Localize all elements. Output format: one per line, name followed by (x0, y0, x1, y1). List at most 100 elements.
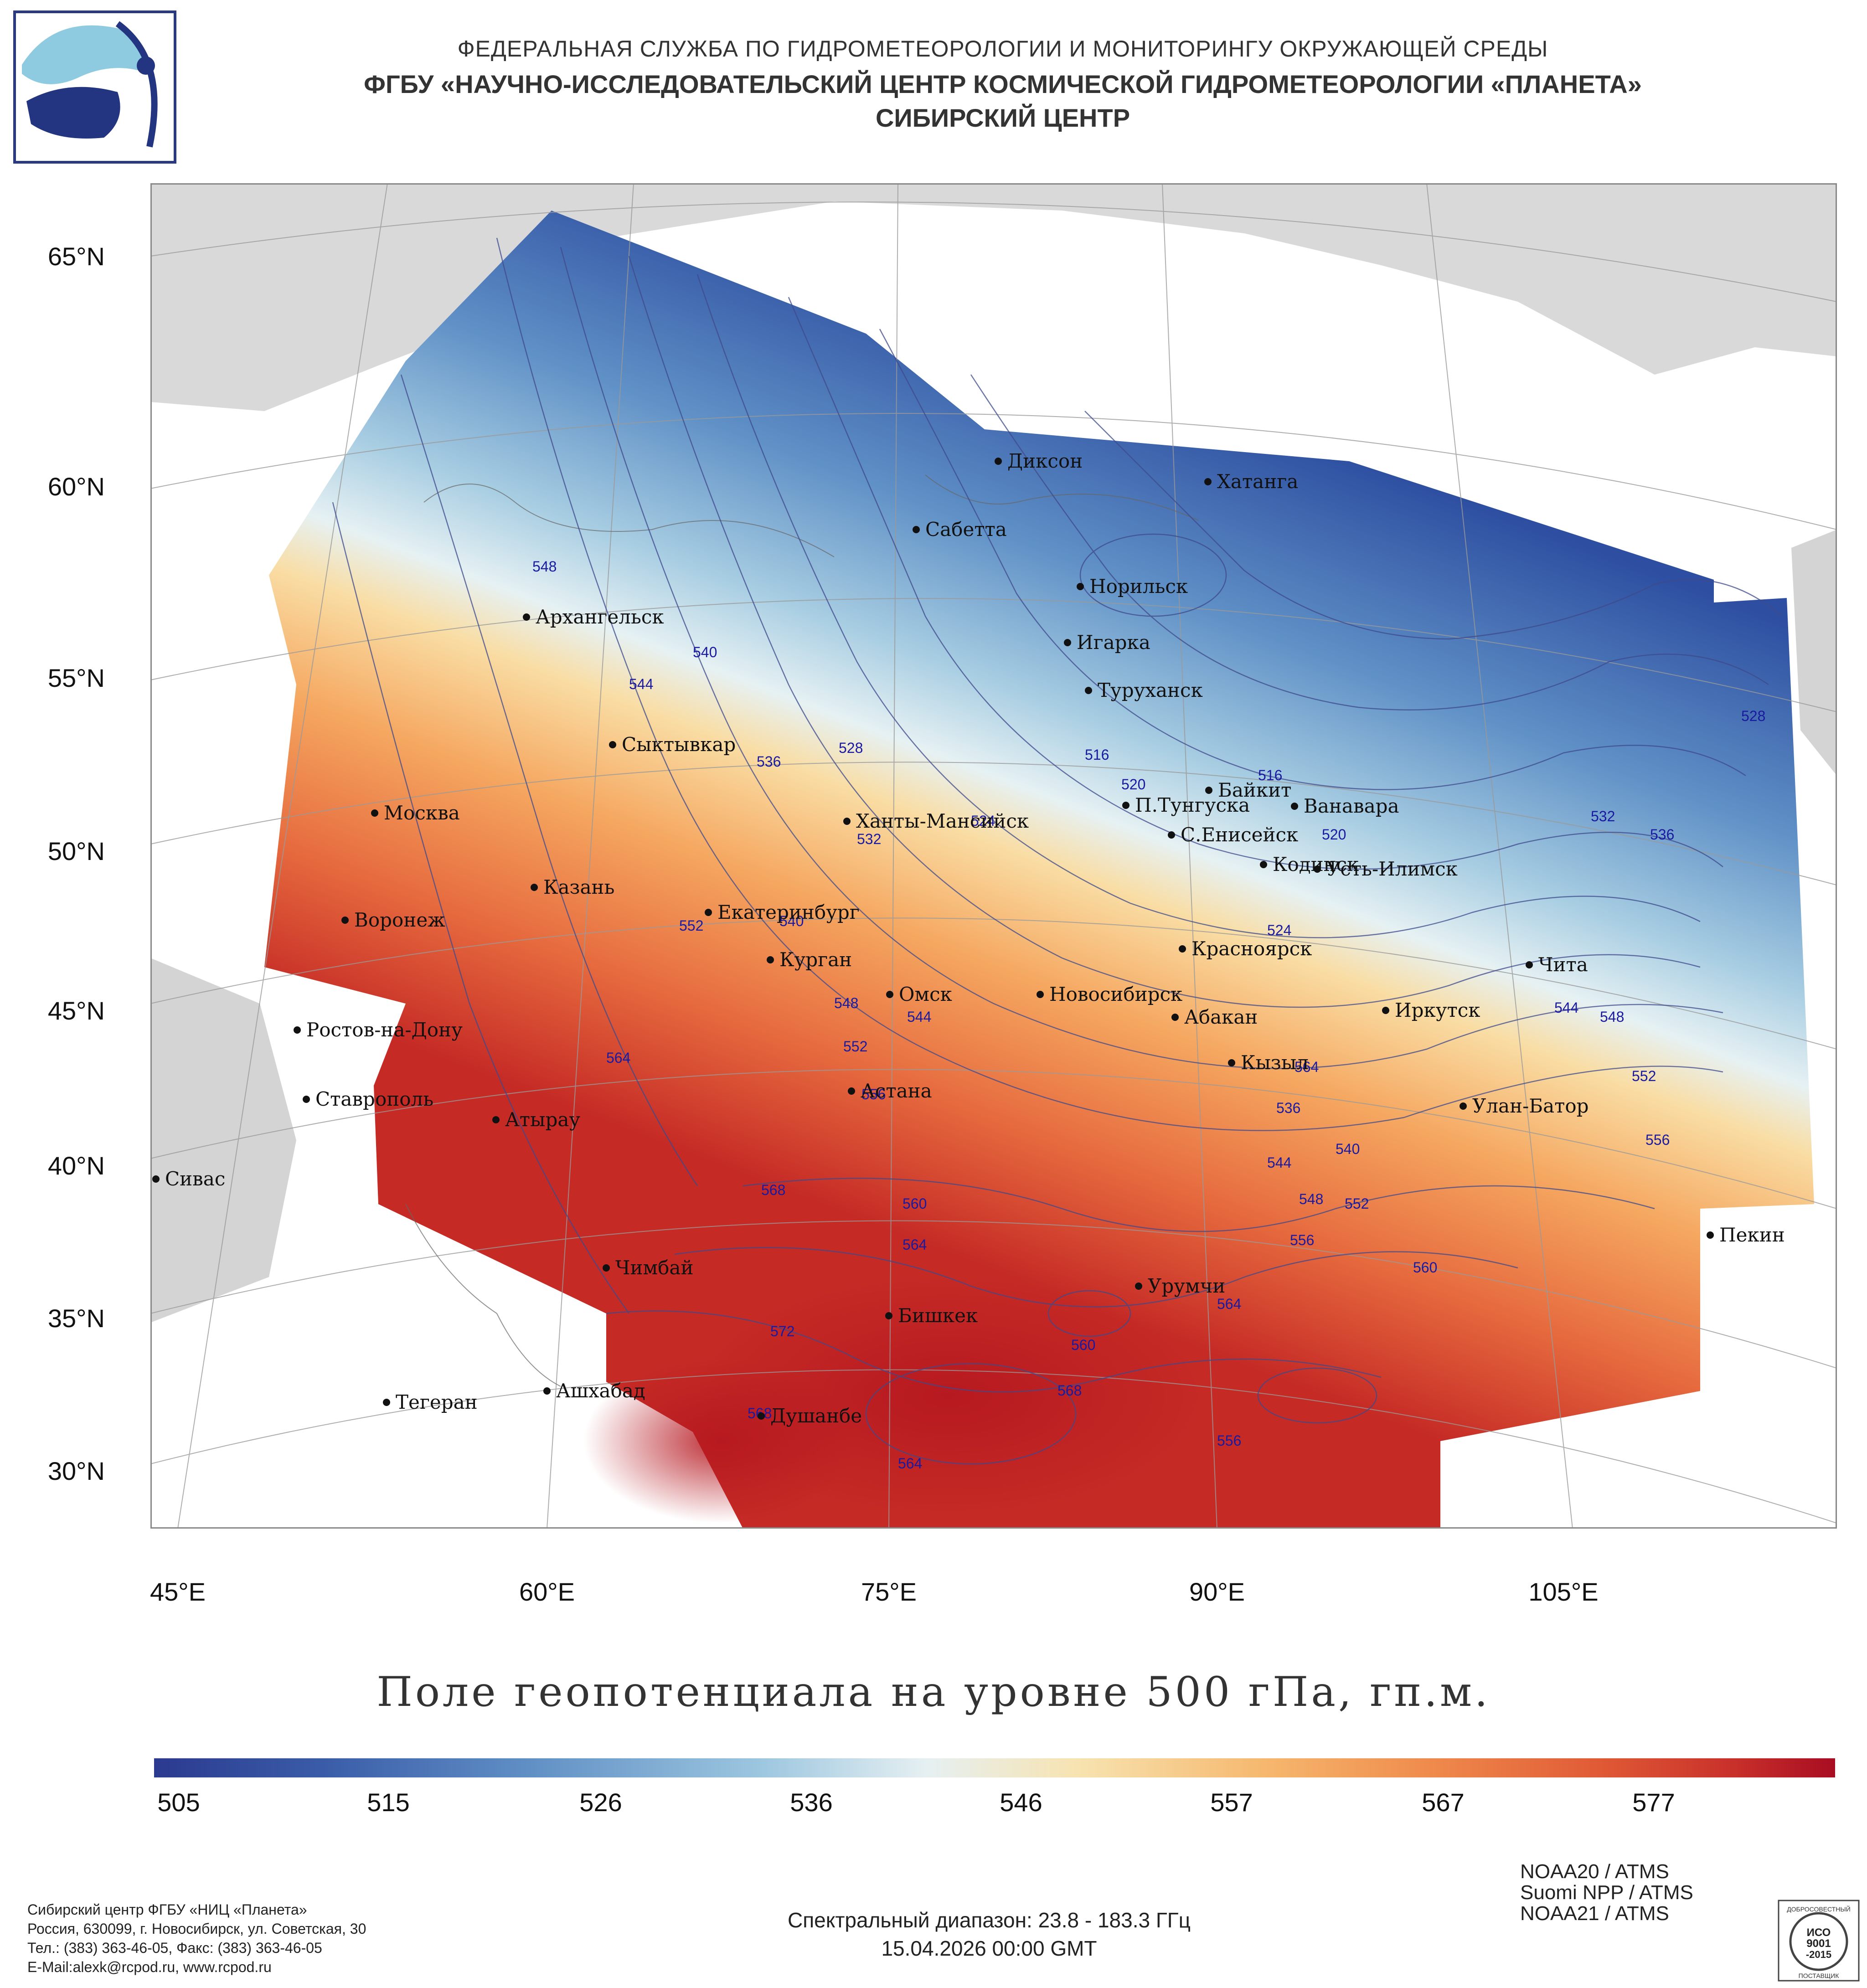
city-p-tunguska: П.Тунгуска (1122, 794, 1250, 816)
contour-label: 568 (1057, 1382, 1082, 1399)
city-turukhansk: Туруханск (1085, 679, 1203, 701)
city-s-yeniseysk: С.Енисейск (1168, 824, 1298, 846)
svg-text:Иркутск: Иркутск (1395, 999, 1480, 1021)
observation-datetime: 15.04.2026 00:00 GMT (881, 1936, 1097, 1960)
city-atyrau: Атырау (492, 1108, 580, 1131)
svg-text:Игарка: Игарка (1077, 631, 1150, 654)
svg-text:Курган: Курган (779, 948, 852, 971)
city-syktyvkar: Сыктывкар (609, 733, 736, 756)
contour-label: 544 (1554, 999, 1578, 1016)
contour-label: 568 (761, 1182, 785, 1198)
contour-label: 548 (1600, 1009, 1624, 1025)
spectral-range: Спектральный диапазон: 23.8 - 183.3 ГГц (787, 1908, 1191, 1932)
contour-label: 516 (1258, 767, 1282, 783)
city-ashgabat: Ашхабад (543, 1380, 645, 1402)
contour-label: 536 (757, 753, 781, 770)
contour-label: 548 (834, 995, 858, 1011)
contour-label: 564 (606, 1050, 630, 1066)
svg-text:-2015: -2015 (1806, 1949, 1831, 1960)
contour-label: 564 (1295, 1059, 1319, 1075)
contour-label: 528 (1741, 708, 1765, 724)
footer-address: Россия, 630099, г. Новосибирск, ул. Сове… (27, 1921, 366, 1937)
city-stavropol: Ставрополь (303, 1088, 433, 1110)
city-dikson: Диксон (995, 450, 1083, 472)
header-ministry: ФЕДЕРАЛЬНАЯ СЛУЖБА ПО ГИДРОМЕТЕОРОЛОГИИ … (457, 36, 1548, 62)
city-krasnoyarsk: Красноярск (1179, 937, 1312, 960)
contour-label: 544 (629, 676, 653, 692)
svg-text:Москва: Москва (384, 802, 460, 824)
svg-text:Атырау: Атырау (505, 1108, 580, 1131)
svg-text:Байкит: Байкит (1218, 779, 1291, 801)
svg-text:Абакан: Абакан (1184, 1006, 1258, 1028)
city-ulaanbaatar: Улан-Батор (1460, 1095, 1589, 1117)
city-rostov-na-donu: Ростов-на-Дону (294, 1019, 463, 1041)
contour-label: 556 (1217, 1432, 1241, 1449)
svg-text:Бишкек: Бишкек (898, 1304, 978, 1327)
city-chimbay: Чимбай (603, 1257, 693, 1279)
contour-label: 540 (1336, 1141, 1360, 1157)
contour-label: 552 (1345, 1195, 1369, 1212)
iso-certification-badge: ДОБРОСОВЕСТНЫЙ ИСО 9001 -2015 ПОСТАВЩИК (1778, 1900, 1860, 1982)
city-vanavara: Ванавара (1291, 795, 1399, 817)
city-novosibirsk: Новосибирск (1037, 983, 1182, 1005)
svg-text:П.Тунгуска: П.Тунгуска (1135, 794, 1250, 816)
city-moscow: Москва (371, 802, 460, 824)
colorbar-tick-567: 567 (1422, 1788, 1465, 1817)
contour-label: 528 (839, 740, 863, 756)
contour-label: 564 (1217, 1296, 1241, 1312)
svg-text:Пекин: Пекин (1719, 1224, 1785, 1246)
contour-label: 524 (971, 813, 995, 829)
city-kazan: Казань (531, 876, 614, 898)
contour-label: 556 (1290, 1232, 1314, 1248)
contour-label: 540 (693, 644, 717, 660)
satellite-noaa21: NOAA21 / ATMS (1520, 1902, 1669, 1925)
svg-text:Душанбе: Душанбе (770, 1405, 862, 1427)
contour-label: 536 (1276, 1100, 1300, 1116)
satellite-suomi-npp: Suomi NPP / ATMS (1520, 1881, 1693, 1904)
city-kyzyl: Кызыл (1228, 1051, 1309, 1074)
lon-label-105: 105°E (1528, 1577, 1599, 1606)
svg-text:Сыктывкар: Сыктывкар (622, 733, 736, 756)
lat-label-35: 35°N (47, 1304, 105, 1333)
svg-text:Чимбай: Чимбай (615, 1257, 693, 1279)
lon-label-90: 90°E (1189, 1577, 1245, 1606)
colorbar-tick-526: 526 (579, 1788, 622, 1817)
svg-text:Норильск: Норильск (1089, 575, 1188, 597)
city-sivas: Сивас (152, 1168, 225, 1190)
city-chita: Чита (1526, 953, 1588, 976)
contour-label: 548 (532, 558, 557, 575)
city-arkhangelsk: Архангельск (523, 606, 664, 628)
city-bishkek: Бишкек (885, 1304, 978, 1327)
lat-label-50: 50°N (47, 837, 105, 865)
svg-text:Ставрополь: Ставрополь (315, 1088, 433, 1110)
geopotential-map: 548 540 544 536 528 516 520 524 532 516 … (150, 183, 1837, 1529)
contour-label: 548 (1299, 1191, 1323, 1207)
lat-label-65: 65°N (47, 242, 105, 271)
city-igarka: Игарка (1064, 631, 1150, 654)
contour-label: 516 (1085, 747, 1109, 763)
contour-label: 536 (1650, 826, 1674, 843)
city-abakan: Абакан (1171, 1006, 1258, 1028)
svg-text:ИСО: ИСО (1807, 1926, 1831, 1939)
svg-text:ДОБРОСОВЕСТНЫЙ: ДОБРОСОВЕСТНЫЙ (1787, 1905, 1851, 1913)
contour-label: 560 (903, 1195, 927, 1212)
lat-label-55: 55°N (47, 664, 105, 692)
svg-text:Сивас: Сивас (165, 1168, 225, 1190)
city-omsk: Омск (886, 983, 952, 1005)
lat-label-60: 60°N (47, 472, 105, 501)
city-khatanga: Хатанга (1204, 470, 1298, 493)
svg-text:Екатеринбург: Екатеринбург (717, 901, 860, 923)
contour-label: 532 (857, 831, 881, 847)
header-center: СИБИРСКИЙ ЦЕНТР (875, 103, 1130, 132)
city-norilsk: Норильск (1077, 575, 1188, 597)
lon-label-75: 75°E (861, 1577, 917, 1606)
city-ust-ilimsk: Усть-Илимск (1314, 858, 1458, 880)
city-baikit: Байкит (1205, 779, 1291, 801)
colorbar (154, 1758, 1835, 1777)
svg-text:Новосибирск: Новосибирск (1049, 983, 1182, 1005)
svg-text:Ашхабад: Ашхабад (556, 1380, 645, 1402)
satellite-noaa20: NOAA20 / ATMS (1520, 1860, 1669, 1883)
contour-label: 532 (1591, 808, 1615, 824)
svg-text:Тегеран: Тегеран (396, 1391, 478, 1413)
svg-text:Ростов-на-Дону: Ростов-на-Дону (306, 1019, 463, 1041)
